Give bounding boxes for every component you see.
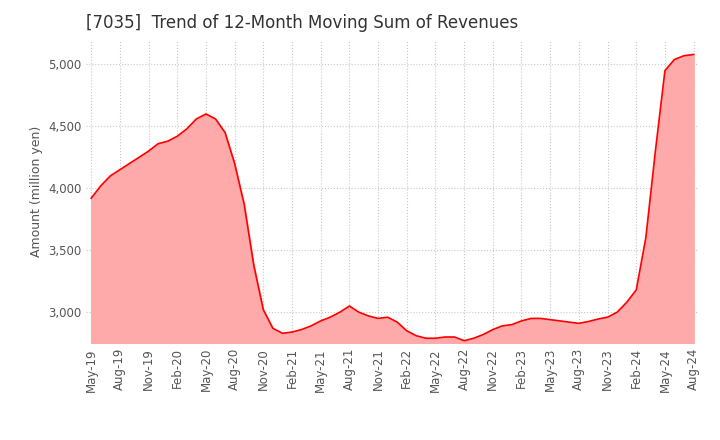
- Y-axis label: Amount (million yen): Amount (million yen): [30, 126, 42, 257]
- Text: [7035]  Trend of 12-Month Moving Sum of Revenues: [7035] Trend of 12-Month Moving Sum of R…: [86, 15, 518, 33]
